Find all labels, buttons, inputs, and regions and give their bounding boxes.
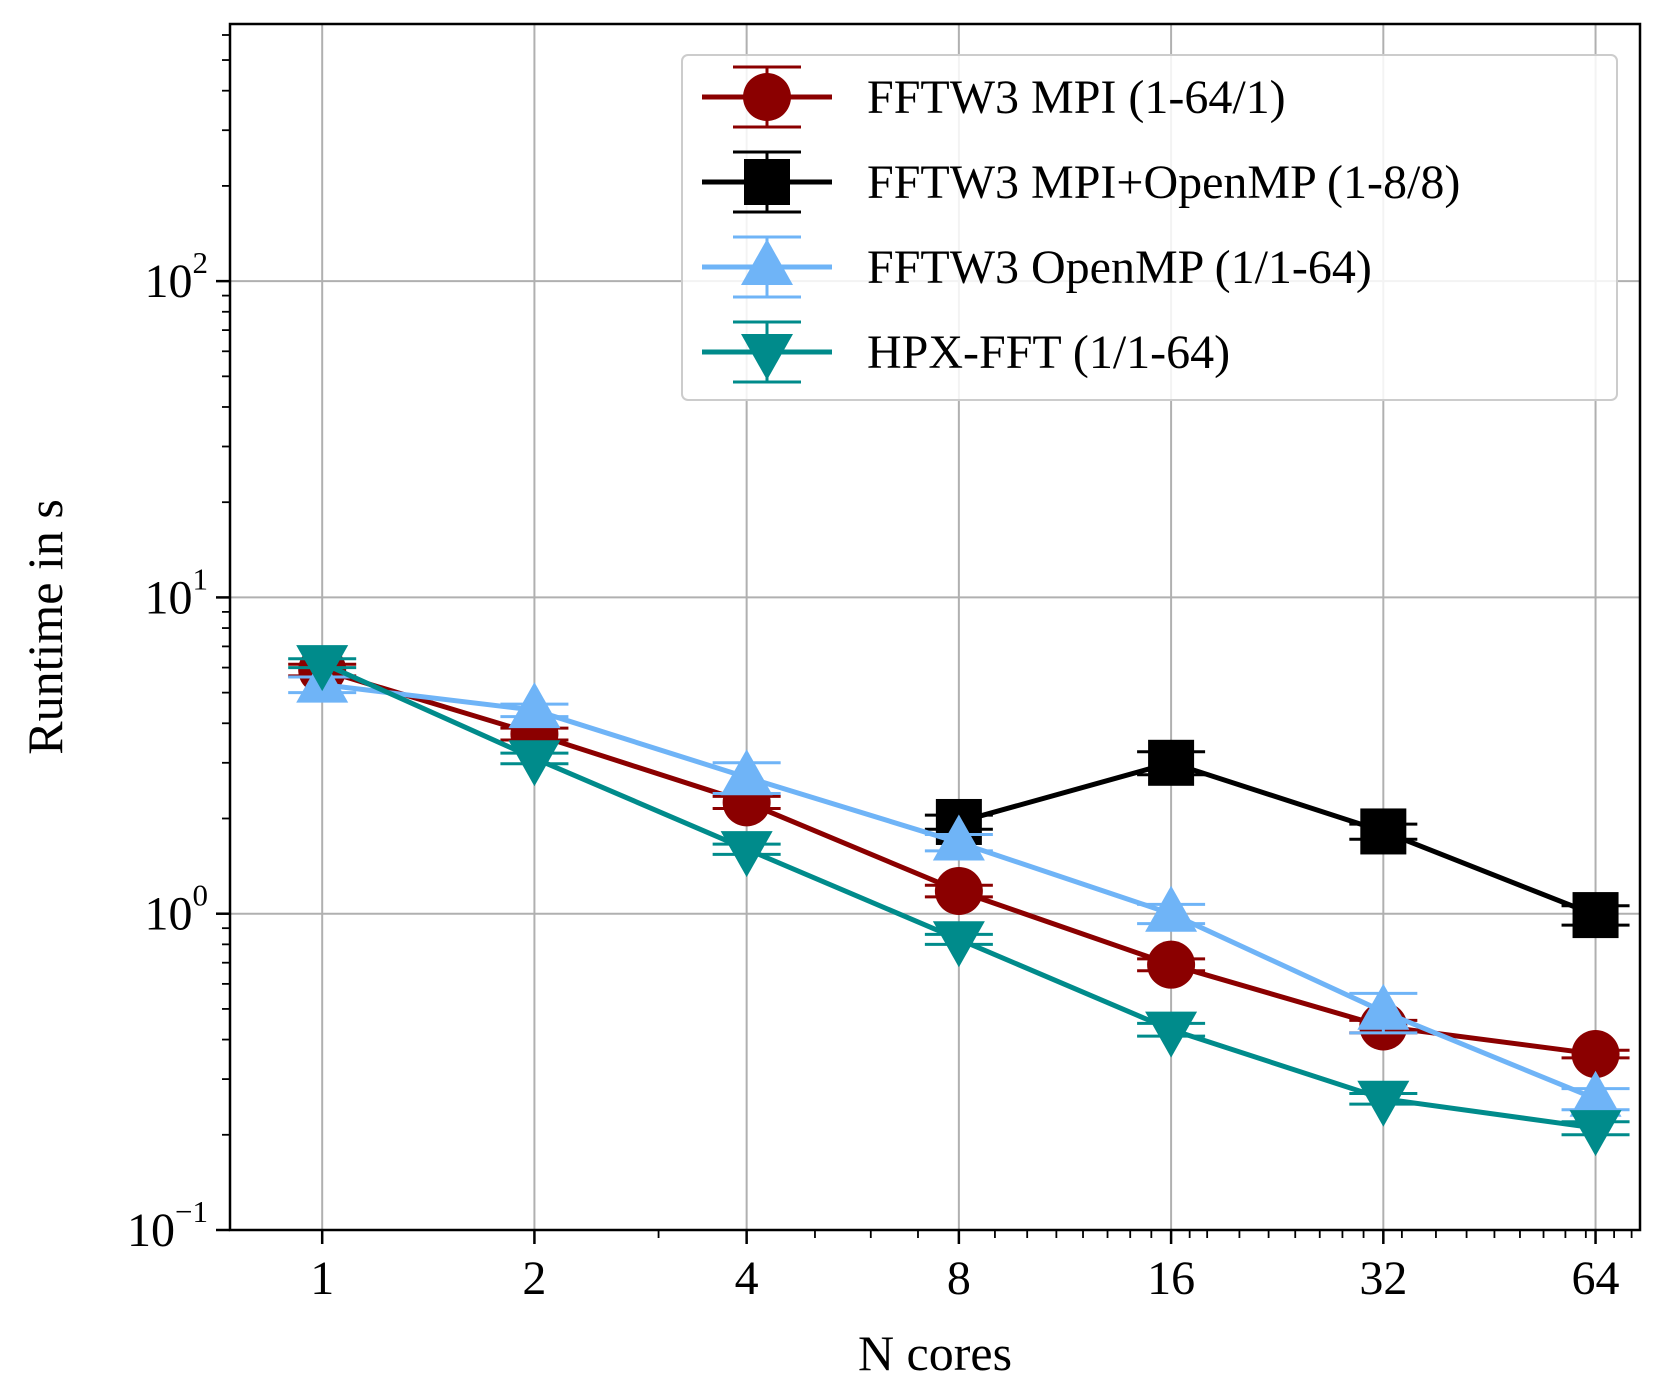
series-square: [924, 739, 1630, 939]
legend-marker: [744, 159, 790, 205]
data-point: [1148, 739, 1195, 786]
x-tick-label: 64: [1572, 1252, 1620, 1305]
x-tick-label: 8: [947, 1252, 971, 1305]
data-point: [508, 682, 561, 729]
data-point: [720, 749, 773, 796]
data-point: [1147, 940, 1196, 989]
data-point: [1357, 1080, 1410, 1127]
y-tick-label: 102: [145, 245, 209, 308]
y-tick-label: 100: [145, 878, 209, 941]
y-tick-exponent: −1: [175, 1194, 208, 1229]
data-point: [1357, 983, 1410, 1030]
data-point: [1569, 1070, 1622, 1117]
legend-box: [681, 54, 1618, 401]
data-point: [296, 645, 349, 692]
y-tick-exponent: 2: [193, 245, 209, 280]
x-tick-label: 4: [735, 1252, 759, 1305]
x-tick-label: 2: [522, 1252, 546, 1305]
plot-series: [288, 645, 1630, 1157]
data-point: [1572, 892, 1619, 939]
data-point: [934, 866, 983, 915]
legend-entry: FFTW3 MPI+OpenMP (1-8/8): [702, 150, 1460, 214]
data-point: [1569, 1110, 1622, 1157]
legend-entry: FFTW3 MPI (1-64/1): [702, 65, 1286, 129]
data-point: [1145, 885, 1198, 932]
legend-label: FFTW3 MPI (1-64/1): [867, 71, 1286, 124]
legend-marker: [743, 73, 791, 121]
data-point: [1360, 808, 1407, 855]
data-point: [720, 831, 773, 878]
x-axis-label: N cores: [858, 1325, 1012, 1381]
x-tick-label: 1: [310, 1252, 334, 1305]
series-line: [958, 760, 1597, 918]
y-tick-exponent: 0: [193, 878, 209, 913]
y-tick-label: 10−1: [127, 1194, 208, 1257]
plot-frame: [228, 22, 1642, 1232]
data-point: [1145, 1011, 1198, 1058]
x-tick-label: 32: [1359, 1252, 1407, 1305]
data-point: [508, 740, 561, 787]
x-tick-label: 16: [1147, 1252, 1195, 1305]
legend-label: FFTW3 OpenMP (1/1-64): [867, 241, 1372, 294]
legend: FFTW3 MPI (1-64/1) FFTW3 MPI+OpenMP (1-8/…: [681, 54, 1618, 401]
data-point: [932, 921, 985, 968]
legend-entry: FFTW3 OpenMP (1/1-64): [702, 235, 1372, 299]
y-tick-label: 101: [145, 561, 209, 624]
data-point: [932, 814, 985, 861]
data-point: [1571, 1030, 1620, 1079]
y-axis-label: Runtime in s: [17, 499, 73, 755]
legend-marker: [741, 334, 793, 380]
legend-entry: HPX-FFT (1/1-64): [702, 320, 1230, 384]
series-triangle-down: [288, 645, 1630, 1157]
legend-marker: [741, 239, 793, 285]
legend-label: FFTW3 MPI+OpenMP (1-8/8): [867, 156, 1460, 209]
legend-label: HPX-FFT (1/1-64): [867, 326, 1230, 379]
y-tick-exponent: 1: [193, 561, 209, 596]
